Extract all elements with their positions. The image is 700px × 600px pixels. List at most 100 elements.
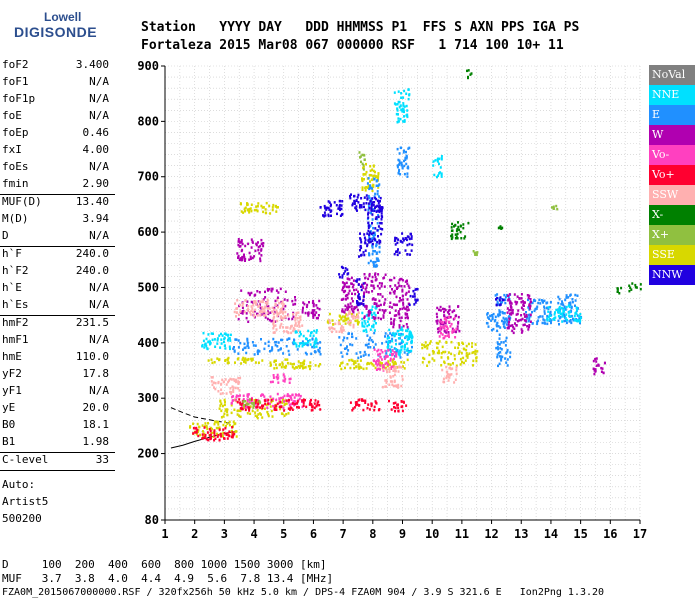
echo-point	[365, 307, 368, 310]
echo-point	[333, 201, 336, 204]
echo-point	[377, 201, 380, 205]
echo-point	[536, 305, 539, 308]
echo-point	[516, 319, 519, 323]
echo-point	[397, 386, 400, 389]
param-row: foE N/A	[0, 109, 115, 126]
echo-point	[207, 333, 210, 336]
echo-point	[539, 315, 542, 318]
echo-point	[388, 399, 390, 403]
echo-point	[256, 415, 258, 418]
echo-point	[364, 173, 367, 176]
echo-point	[369, 240, 372, 244]
echo-point	[323, 211, 326, 214]
echo-point	[392, 319, 395, 323]
echo-point	[199, 433, 202, 437]
echo-point	[391, 337, 394, 341]
echo-point	[235, 307, 238, 310]
echo-point	[304, 351, 307, 355]
echo-point	[207, 438, 210, 442]
echo-point	[316, 306, 319, 310]
echo-point	[389, 357, 392, 361]
echo-point	[401, 345, 404, 348]
echo-point	[558, 297, 561, 301]
param-row: M(D) 3.94	[0, 212, 115, 229]
echo-point	[376, 364, 379, 367]
echo-point	[452, 362, 454, 365]
echo-point	[405, 404, 408, 407]
echo-point	[377, 304, 380, 308]
echo-point	[401, 375, 404, 378]
echo-point	[272, 404, 275, 408]
echo-point	[256, 405, 259, 408]
echo-point	[358, 151, 361, 154]
echo-point	[405, 305, 408, 309]
echo-point	[235, 378, 238, 382]
echo-point	[245, 403, 248, 406]
echo-point	[630, 288, 633, 291]
echo-point	[366, 182, 369, 185]
param-value: 3.400	[75, 58, 109, 71]
echo-point	[250, 398, 253, 401]
param-row: C-level 33	[0, 453, 115, 471]
echo-point	[260, 394, 262, 397]
echo-point	[508, 320, 511, 324]
echo-point	[380, 212, 383, 215]
echo-point	[400, 366, 403, 369]
echo-point	[465, 354, 468, 358]
echo-point	[346, 307, 349, 311]
param-row: foEs N/A	[0, 160, 115, 177]
echo-point	[296, 400, 299, 403]
echo-point	[443, 314, 446, 318]
echo-point	[351, 203, 354, 207]
echo-point	[396, 109, 399, 112]
echo-point	[458, 329, 461, 333]
echo-point	[370, 232, 373, 236]
echo-point	[447, 362, 450, 366]
echo-point	[293, 339, 296, 342]
echo-point	[440, 364, 443, 367]
echo-point	[460, 351, 463, 355]
echo-cluster	[495, 296, 505, 307]
echo-cluster	[236, 398, 322, 412]
echo-point	[192, 422, 195, 425]
echo-point	[393, 347, 396, 350]
param-value: N/A	[89, 281, 109, 294]
echo-point	[251, 240, 254, 243]
echo-point	[355, 365, 358, 369]
echo-point	[410, 235, 413, 238]
echo-point	[374, 360, 377, 364]
echo-point	[355, 352, 358, 355]
echo-point	[361, 177, 363, 180]
echo-point	[351, 202, 354, 205]
echo-point	[400, 96, 403, 99]
echo-point	[396, 107, 399, 110]
echo-point	[406, 298, 409, 301]
echo-point	[261, 416, 264, 419]
echo-point	[226, 413, 229, 417]
echo-point	[341, 276, 344, 279]
echo-point	[391, 306, 394, 309]
echo-point	[399, 319, 402, 323]
echo-point	[301, 405, 304, 409]
echo-point	[390, 345, 393, 349]
echo-point	[275, 408, 278, 411]
echo-point	[467, 69, 470, 72]
echo-point	[543, 310, 546, 313]
echo-point	[302, 367, 304, 370]
echo-point	[400, 108, 403, 112]
echo-point	[241, 242, 244, 246]
echo-point	[250, 400, 253, 403]
echo-point	[338, 336, 341, 339]
echo-point	[393, 318, 396, 321]
echo-point	[401, 290, 404, 293]
echo-point	[402, 104, 405, 107]
echo-point	[509, 355, 512, 359]
echo-point	[537, 316, 540, 319]
echo-point	[436, 160, 439, 163]
echo-point	[390, 317, 393, 321]
echo-point	[550, 319, 553, 322]
echo-point	[267, 289, 269, 292]
echo-point	[555, 204, 558, 208]
echo-point	[364, 249, 367, 252]
echo-point	[368, 338, 371, 342]
